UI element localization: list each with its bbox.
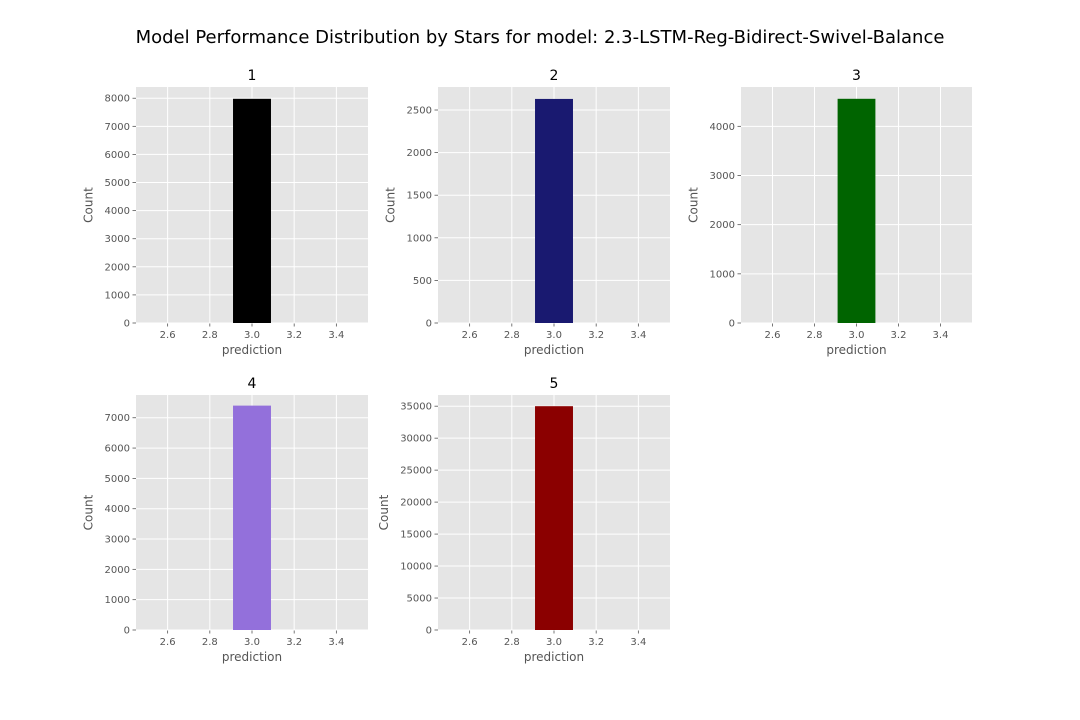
y-tick-label: 3000 xyxy=(105,535,130,546)
y-tick-label: 1000 xyxy=(105,595,130,606)
x-axis-label: prediction xyxy=(222,343,282,357)
y-tick-label: 10000 xyxy=(400,562,432,573)
subplot-1: 2.6 2.8 3.0 3.2 3.4 0 1000 2000 3000 4000 5000 6000… xyxy=(81,68,368,357)
y-tick-label: 4000 xyxy=(105,206,130,217)
subplot-3: 2.6 2.8 3.0 3.2 3.4 0 1000 2000 3000 4000 3 predict… xyxy=(686,68,972,357)
y-tick-label: 6000 xyxy=(105,150,130,161)
bar xyxy=(837,98,876,323)
y-tick-label: 1000 xyxy=(105,290,130,301)
bar xyxy=(535,98,573,323)
y-tick-label: 6000 xyxy=(105,444,130,455)
y-tick-label: 2000 xyxy=(105,262,130,273)
subplot-title: 1 xyxy=(248,68,257,84)
x-tick-label: 2.6 xyxy=(462,330,478,341)
x-tick-label: 3.0 xyxy=(546,330,562,341)
x-tick-label: 3.4 xyxy=(630,330,646,341)
y-tick-label: 5000 xyxy=(105,474,130,485)
x-tick-label: 2.6 xyxy=(160,330,176,341)
y-axis-label: Count xyxy=(81,187,95,223)
x-axis-label: prediction xyxy=(524,650,584,664)
y-axis-label: Count xyxy=(383,187,397,223)
x-tick-label: 2.8 xyxy=(202,637,218,648)
x-tick-label: 3.2 xyxy=(891,330,907,341)
y-tick-label: 25000 xyxy=(400,466,432,477)
y-tick-label: 35000 xyxy=(400,402,432,413)
subplot-grid: 2.6 2.8 3.0 3.2 3.40100020003000400050006000… xyxy=(81,68,972,664)
subplot-title: 5 xyxy=(550,376,559,392)
bar xyxy=(535,406,573,630)
y-tick-label: 4000 xyxy=(710,122,735,133)
y-tick-label: 2500 xyxy=(407,106,432,117)
subplot-5: 2.6 2.8 3.0 3.2 3.4 0 5000 10000 15000 20000 25000… xyxy=(377,376,670,664)
x-tick-label: 3.2 xyxy=(588,330,604,341)
y-tick-label: 15000 xyxy=(400,530,432,541)
x-tick-label: 3.4 xyxy=(630,637,646,648)
y-tick-label: 5000 xyxy=(407,594,432,605)
x-axis-label: prediction xyxy=(826,343,886,357)
y-axis-label: Count xyxy=(81,494,95,530)
y-tick-label: 4000 xyxy=(105,504,130,515)
y-axis-label: Count xyxy=(686,187,700,223)
y-tick-label: 0 xyxy=(426,319,432,330)
x-tick-label: 3.4 xyxy=(933,330,949,341)
y-tick-label: 2000 xyxy=(710,220,735,231)
y-tick-label: 1500 xyxy=(407,191,432,202)
y-tick-label: 30000 xyxy=(400,434,432,445)
y-tick-label: 20000 xyxy=(400,498,432,509)
y-axis-label: Count xyxy=(377,494,391,530)
y-tick-label: 5000 xyxy=(105,178,130,189)
x-tick-label: 2.6 xyxy=(160,637,176,648)
bar xyxy=(233,405,271,630)
y-tick-label: 2000 xyxy=(105,565,130,576)
x-axis-label: prediction xyxy=(222,650,282,664)
subplot-title: 4 xyxy=(248,376,257,392)
x-tick-label: 3.2 xyxy=(588,637,604,648)
subplot-2: 2.6 2.8 3.0 3.2 3.4 0 500 1000 1500 2000 2500 2 pred… xyxy=(383,68,670,357)
x-tick-label: 2.8 xyxy=(504,330,520,341)
x-tick-label: 3.0 xyxy=(244,330,260,341)
x-tick-label: 2.8 xyxy=(202,330,218,341)
y-tick-label: 500 xyxy=(413,276,432,287)
y-tick-label: 0 xyxy=(124,626,130,637)
x-tick-label: 2.6 xyxy=(765,330,781,341)
y-tick-label: 0 xyxy=(124,319,130,330)
y-tick-label: 1000 xyxy=(710,269,735,280)
y-tick-label: 3000 xyxy=(710,171,735,182)
subplot-title: 3 xyxy=(852,68,861,84)
x-tick-label: 3.0 xyxy=(849,330,865,341)
x-tick-label: 3.0 xyxy=(546,637,562,648)
subplot-title: 2 xyxy=(550,68,559,84)
y-tick-label: 8000 xyxy=(105,94,130,105)
x-tick-label: 3.4 xyxy=(328,330,344,341)
x-tick-label: 2.8 xyxy=(807,330,823,341)
subplot-4: 2.6 2.8 3.0 3.2 3.4 0 1000 2000 3000 4000 5000 6000… xyxy=(81,376,368,664)
x-tick-label: 2.8 xyxy=(504,637,520,648)
y-tick-label: 0 xyxy=(426,626,432,637)
y-tick-label: 1000 xyxy=(407,233,432,244)
x-tick-label: 3.2 xyxy=(286,637,302,648)
y-tick-label: 3000 xyxy=(105,234,130,245)
x-tick-label: 2.6 xyxy=(462,637,478,648)
x-axis-label: prediction xyxy=(524,343,584,357)
y-tick-label: 7000 xyxy=(105,413,130,424)
y-tick-label: 2000 xyxy=(407,148,432,159)
x-tick-label: 3.2 xyxy=(286,330,302,341)
x-tick-label: 3.4 xyxy=(328,637,344,648)
figure-title: Model Performance Distribution by Stars … xyxy=(136,27,945,48)
y-tick-label: 0 xyxy=(729,319,735,330)
bar xyxy=(233,98,271,323)
y-tick-label: 7000 xyxy=(105,122,130,133)
x-tick-label: 3.0 xyxy=(244,637,260,648)
